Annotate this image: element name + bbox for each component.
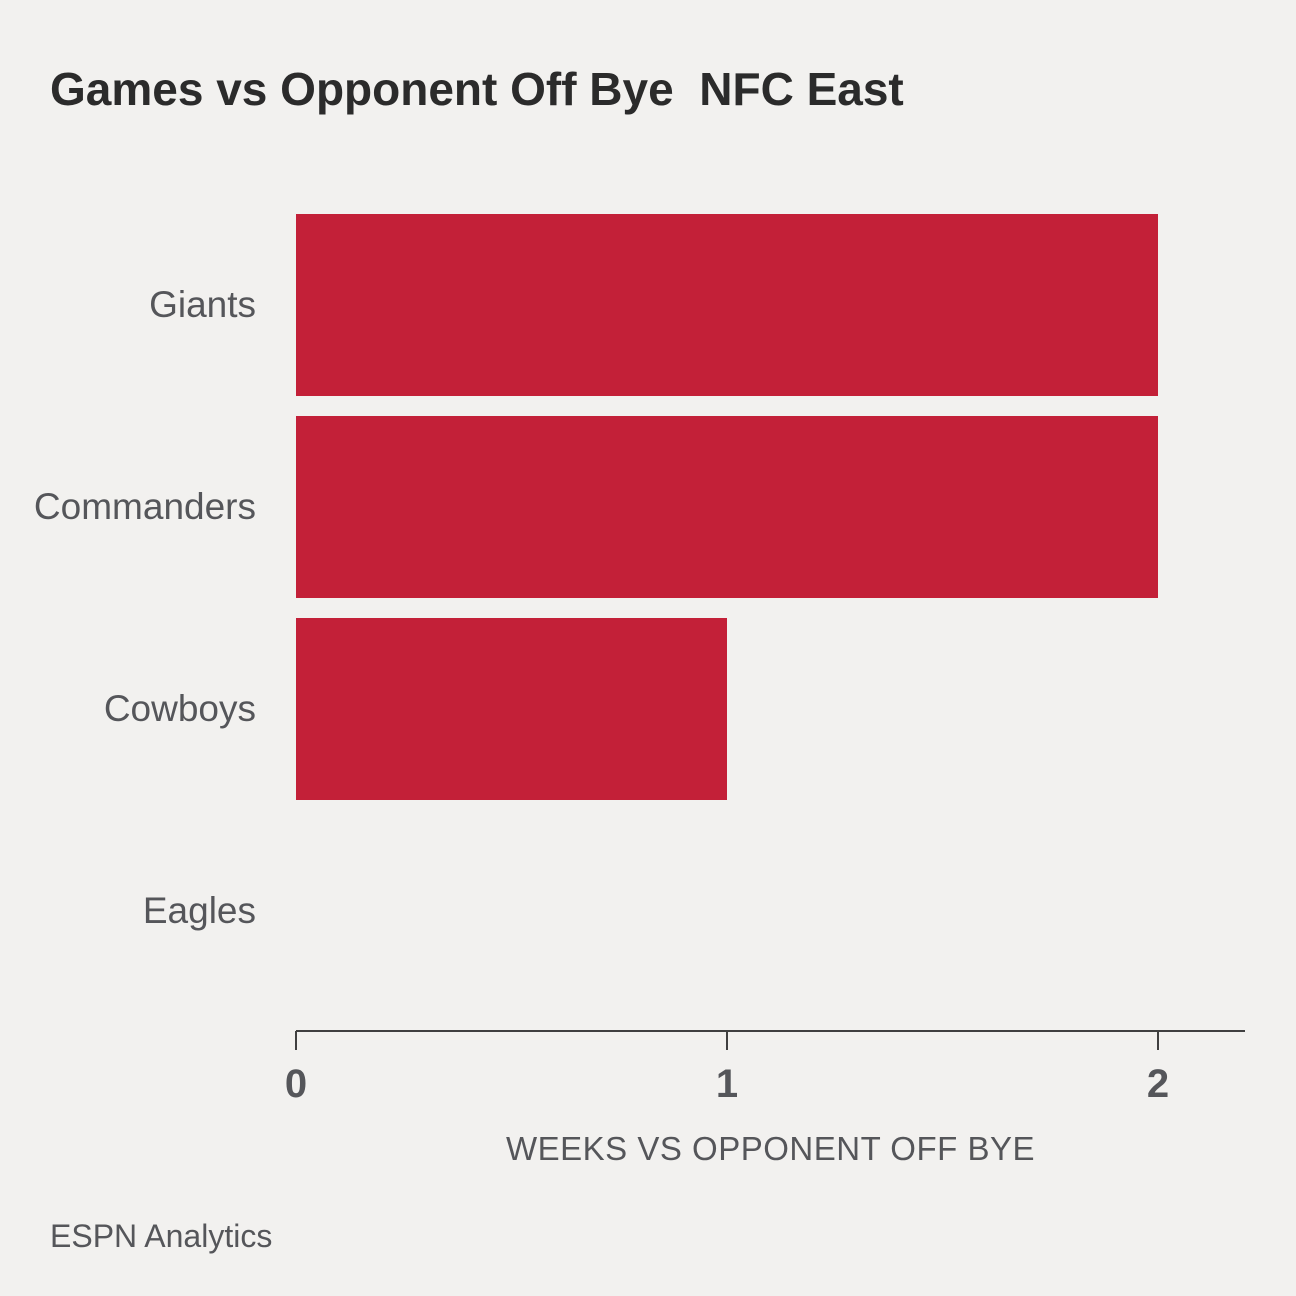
x-axis-tick-2 [1157,1031,1159,1050]
category-label-giants: Giants [149,284,256,325]
chart-title: Games vs Opponent Off Bye NFC East [50,63,904,115]
x-tick-label-1: 1 [715,1062,739,1106]
x-axis-tick-1 [726,1031,728,1050]
category-label-eagles: Eagles [142,890,256,931]
bar-commanders [296,416,1158,598]
category-label-commanders: Commanders [33,486,256,527]
x-axis-title: WEEKS VS OPPONENT OFF BYE [506,1130,1035,1167]
x-tick-label-0: 0 [284,1062,308,1106]
x-axis-tick-0 [295,1031,297,1050]
source-attribution: ESPN Analytics [50,1218,273,1254]
bar-giants [296,214,1158,396]
x-axis-line [296,1030,1245,1032]
x-tick-label-2: 2 [1146,1062,1170,1106]
category-label-cowboys: Cowboys [103,688,256,729]
bar-cowboys [296,618,727,800]
